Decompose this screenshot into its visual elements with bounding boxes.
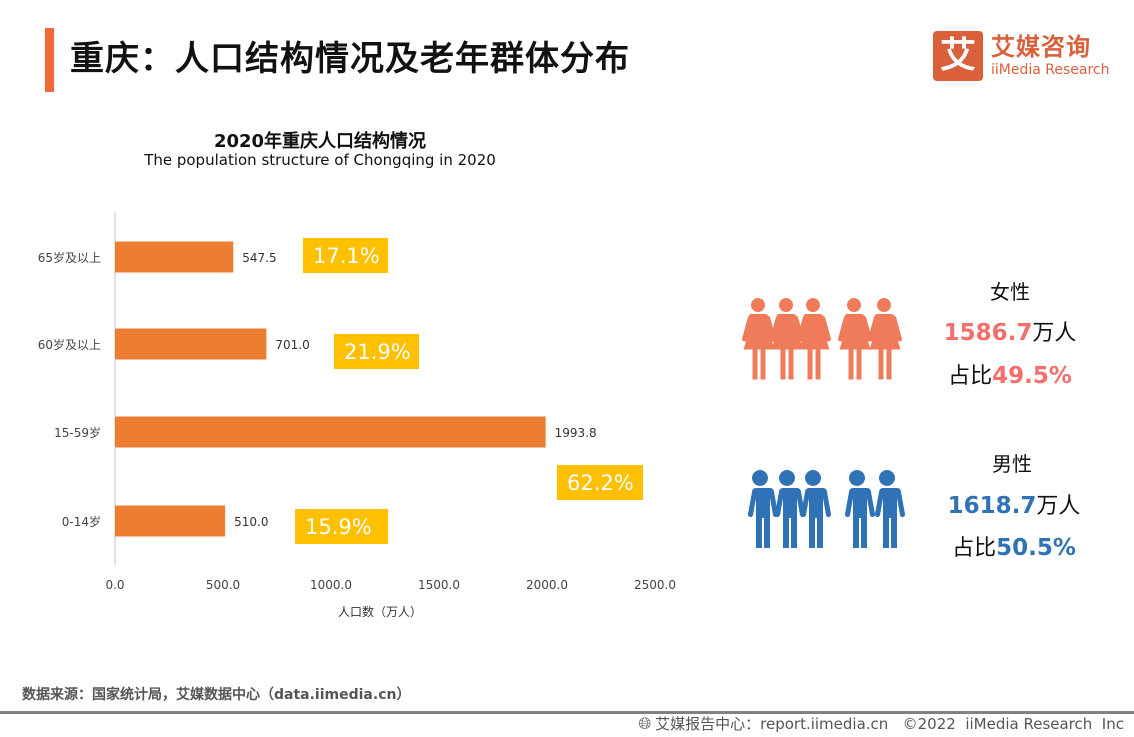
x-tick-label: 1500.0 [418,578,460,592]
male-ratio-prefix: 占比 [952,536,997,561]
brand-logo: 艾 艾媒咨询 iiMedia Research [933,31,1110,81]
bar [115,241,234,273]
female-ratio: 占比49.5% [930,358,1090,390]
percent-label: 21.9% [344,340,411,364]
x-tick-label: 500.0 [206,578,240,592]
x-axis-label: 人口数（万人） [338,604,422,619]
percent-label: 62.2% [567,471,634,495]
value-label: 701.0 [275,338,309,352]
female-figure-icon [797,298,831,380]
female-label: 女性 [990,280,1030,304]
logo-mark-icon: 艾 [933,31,983,81]
value-label: 510.0 [234,515,268,529]
female-figure-icon [742,298,776,380]
x-tick-label: 2000.0 [526,578,568,592]
category-label: 60岁及以上 [38,337,101,352]
percent-label: 17.1% [313,244,380,268]
bar [115,328,267,360]
data-source-note: 数据来源：国家统计局，艾媒数据中心（data.iimedia.cn） [22,687,411,703]
male-figure-icon [800,470,832,548]
female-figure-icon [838,298,872,380]
male-ratio: 占比50.5% [934,530,1094,562]
category-label: 15-59岁 [54,425,101,440]
category-label: 65岁及以上 [38,250,101,265]
footer-text: 艾媒报告中心：report.iimedia.cn ©2022 iiMedia R… [655,715,1124,733]
population-bar-chart: 65岁及以上 547.5 17.1% 60岁及以上 701.0 21.9% 15-59岁 19… [38,212,676,619]
male-figure-icon [747,470,779,548]
footer-divider [0,711,1134,714]
title-accent-bar [45,28,54,92]
male-figure-icon [844,470,876,548]
female-figure-icon [868,298,902,380]
value-label: 1993.8 [555,426,597,440]
female-count-unit: 万人 [1032,321,1077,346]
percent-badge [557,465,643,500]
male-ratio-value: 50.5% [996,535,1076,561]
male-label: 男性 [992,452,1032,476]
percent-badge [334,334,419,369]
male-group-icon [747,470,906,548]
percent-badge [295,509,388,544]
female-count: 1586.7万人 [930,315,1090,347]
chart-subtitle: The population structure of Chongqing in… [144,151,496,169]
logo-name-cn: 艾媒咨询 [991,33,1091,61]
percent-badge [303,238,388,273]
female-group-icon [742,298,902,380]
male-figure-icon [774,470,806,548]
chart-title: 2020年重庆人口结构情况 [213,131,427,152]
value-label: 547.5 [242,251,276,265]
category-label: 0-14岁 [62,514,101,529]
globe-icon: 🌐︎ [638,713,652,733]
male-figure-icon [874,470,906,548]
male-count-value: 1618.7 [947,493,1037,519]
bar [115,505,226,537]
footer: 🌐︎ 艾媒报告中心：report.iimedia.cn ©2022 iiMedi… [638,713,1124,734]
female-ratio-prefix: 占比 [948,364,993,389]
female-figure-icon [770,298,804,380]
x-tick-label: 0.0 [105,578,124,592]
bar [115,416,546,448]
male-count: 1618.7万人 [934,488,1094,520]
female-count-value: 1586.7 [943,320,1033,346]
x-tick-label: 2500.0 [634,578,676,592]
percent-label: 15.9% [305,515,372,539]
page-title: 重庆：人口结构情况及老年群体分布 [70,39,630,79]
female-ratio-value: 49.5% [992,363,1072,389]
x-tick-label: 1000.0 [310,578,352,592]
logo-name-en: iiMedia Research [991,62,1110,78]
male-count-unit: 万人 [1036,494,1081,519]
